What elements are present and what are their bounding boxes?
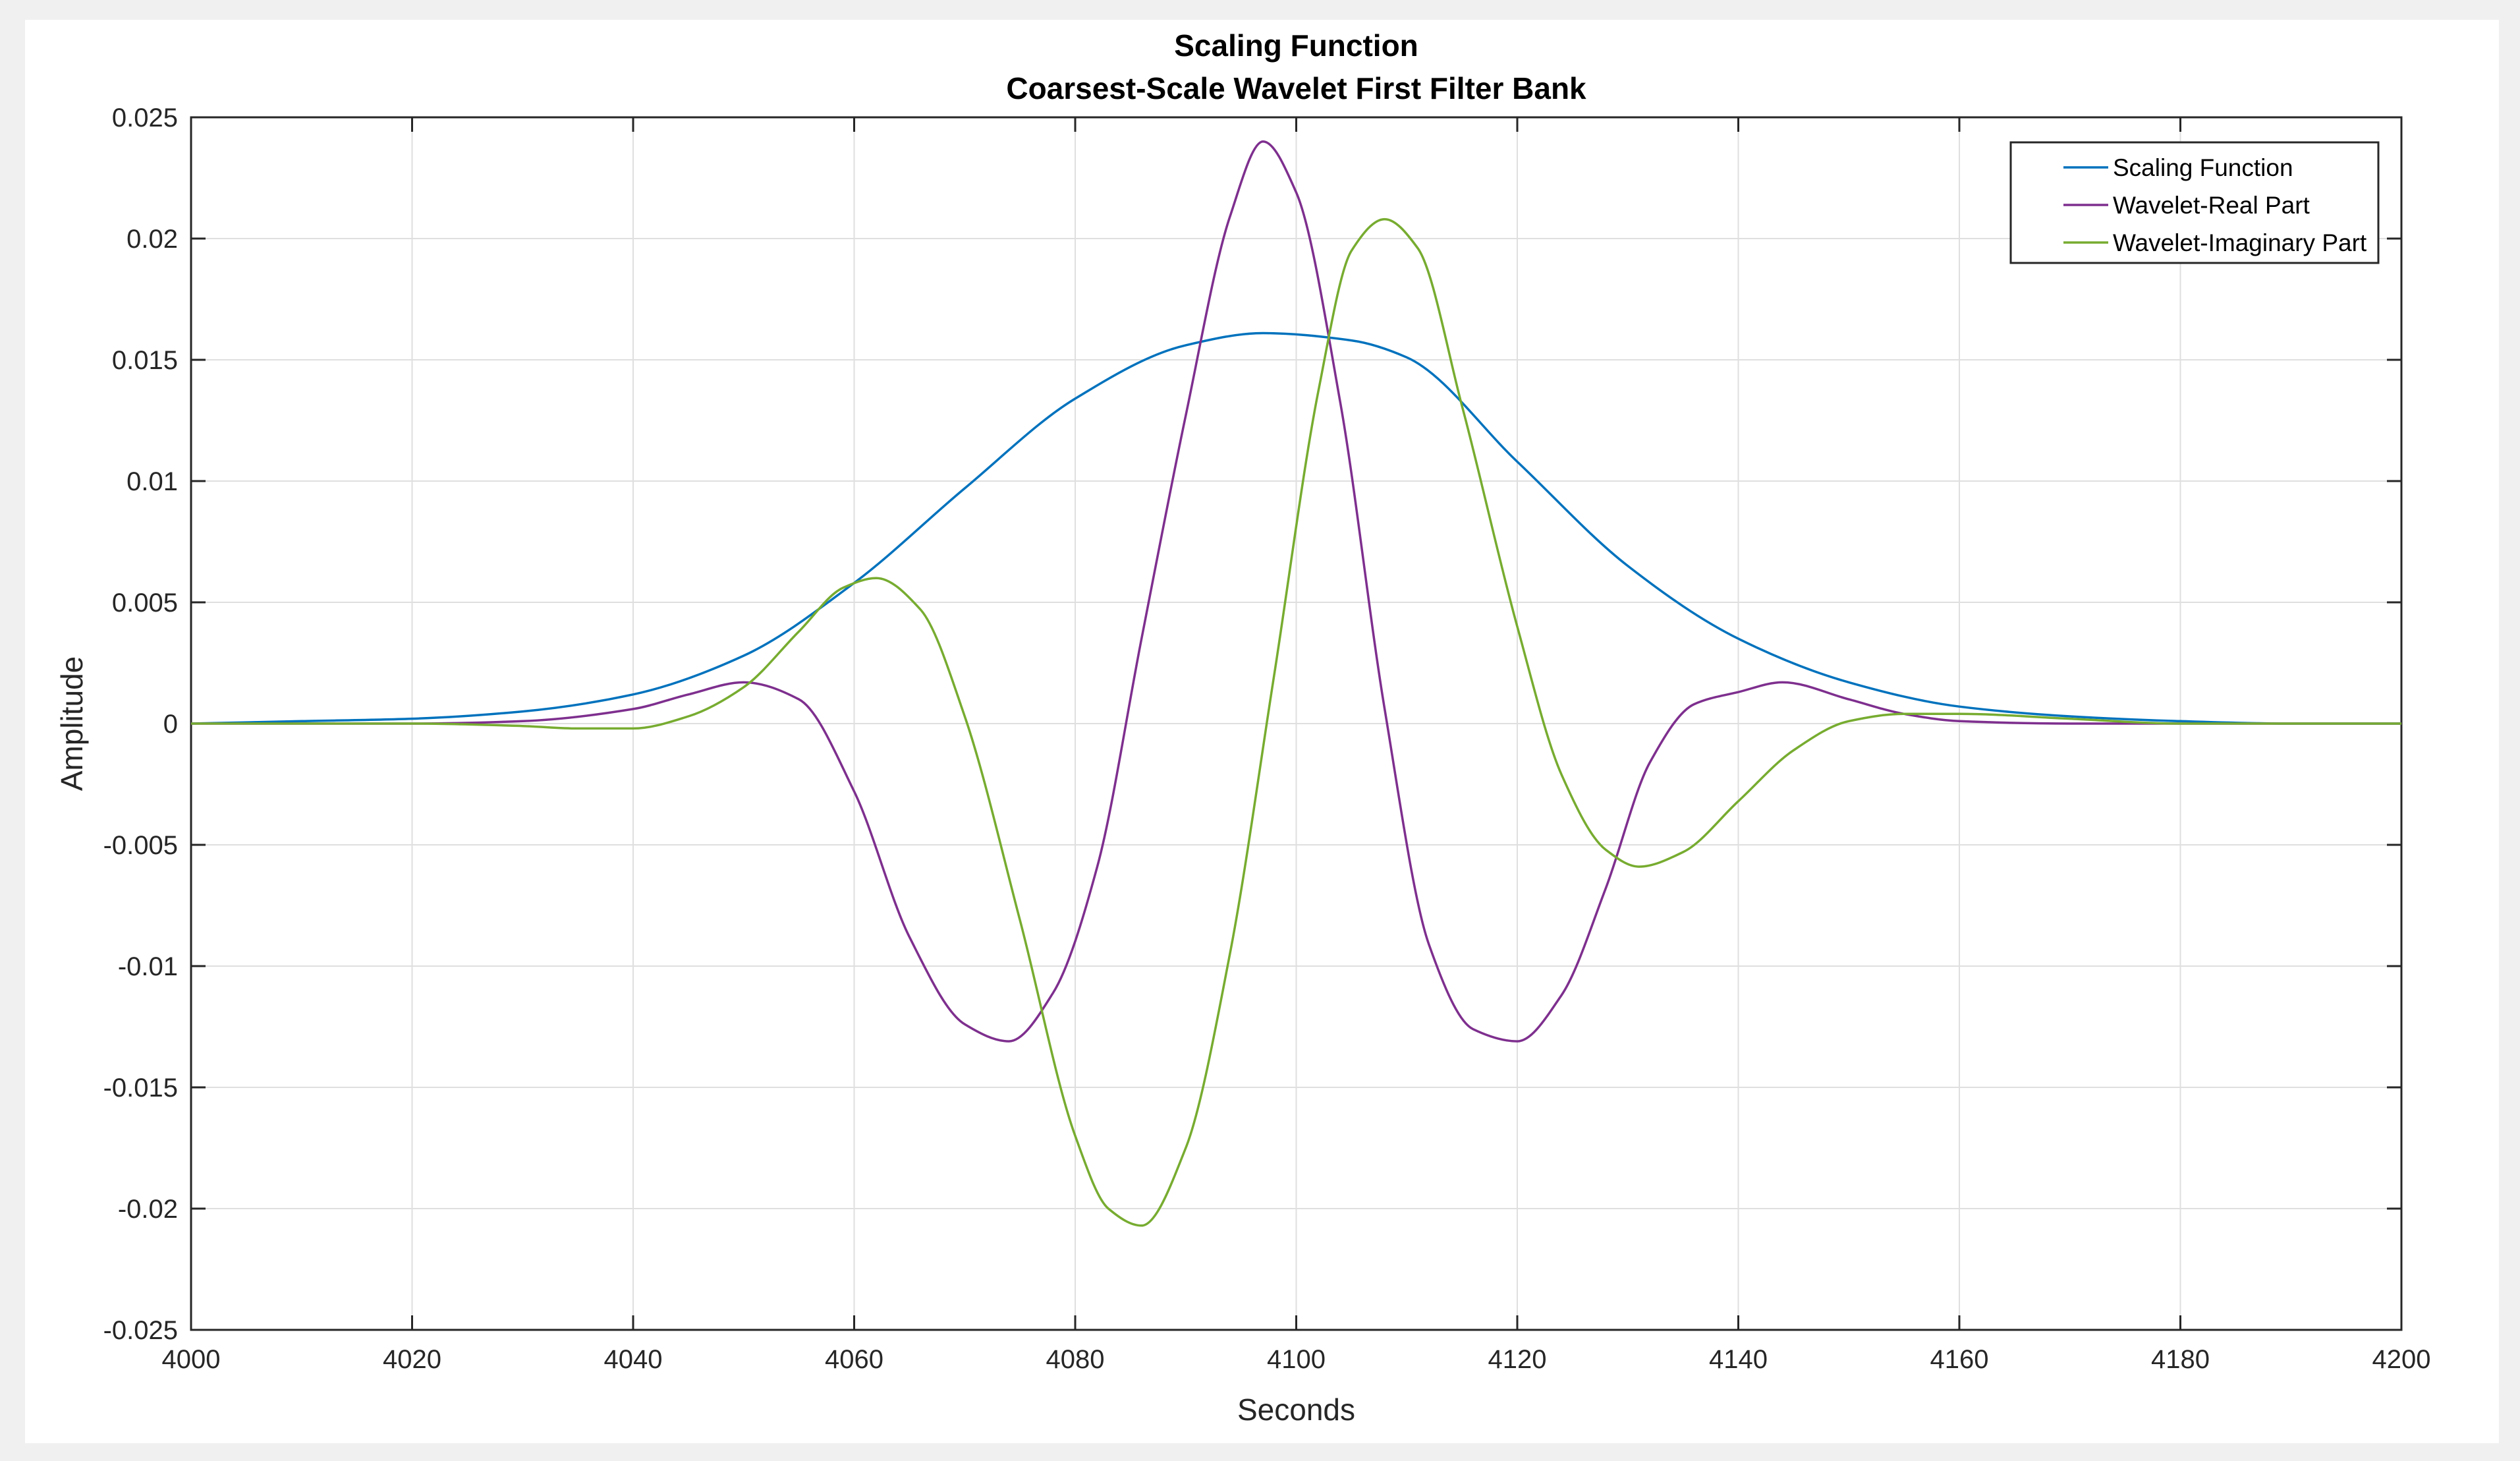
y-tick-label: -0.01: [118, 952, 178, 981]
x-tick-label: 4140: [1709, 1345, 1768, 1374]
chart-title: Scaling Function: [1174, 28, 1418, 63]
x-tick-label: 4020: [383, 1345, 441, 1374]
x-axis-label: Seconds: [1237, 1392, 1355, 1427]
series-line-wavelet-imaginary-part: [191, 217, 2401, 1227]
x-tick-label: 4180: [2151, 1345, 2210, 1374]
legend: Scaling Function Wavelet-Real Part Wavelet…: [2009, 141, 2380, 264]
y-tick-label: 0.01: [126, 467, 178, 496]
chart-subtitle: Coarsest-Scale Wavelet First Filter Bank: [1006, 71, 1586, 105]
series-layer: [190, 140, 2401, 1227]
x-tick-label: 4200: [2372, 1345, 2431, 1374]
x-tick-label: 4120: [1488, 1345, 1547, 1374]
y-tick-label: -0.005: [103, 831, 178, 860]
series-line-wavelet-real-part: [191, 140, 2401, 1043]
x-tick-label: 4040: [604, 1345, 663, 1374]
y-tick-label: 0.025: [112, 103, 178, 132]
x-tick-label: 4160: [1930, 1345, 1989, 1374]
legend-entry-label: Wavelet-Real Part: [2113, 192, 2310, 219]
y-tick-label: 0.005: [112, 588, 178, 617]
legend-entry-label: Scaling Function: [2113, 154, 2293, 181]
y-axis-label: Amplitude: [55, 656, 89, 791]
y-tick-label: -0.025: [103, 1316, 178, 1345]
y-tick-label: 0: [163, 710, 178, 739]
y-tick-label: -0.02: [118, 1195, 178, 1224]
x-tick-label: 4060: [825, 1345, 883, 1374]
y-tick-label: 0.015: [112, 346, 178, 375]
x-tick-label: 4100: [1267, 1345, 1326, 1374]
y-tick-label: 0.02: [126, 225, 178, 254]
y-tick-label: -0.015: [103, 1074, 178, 1103]
series-line-scaling-function: [190, 331, 2401, 725]
tick-layer: 4000 4020 4040 4060 4080 4100 4120 4140 4160 4180…: [103, 103, 2431, 1374]
x-tick-label: 4080: [1046, 1345, 1105, 1374]
x-tick-label: 4000: [162, 1345, 221, 1374]
legend-entry-label: Wavelet-Imaginary Part: [2113, 229, 2367, 256]
